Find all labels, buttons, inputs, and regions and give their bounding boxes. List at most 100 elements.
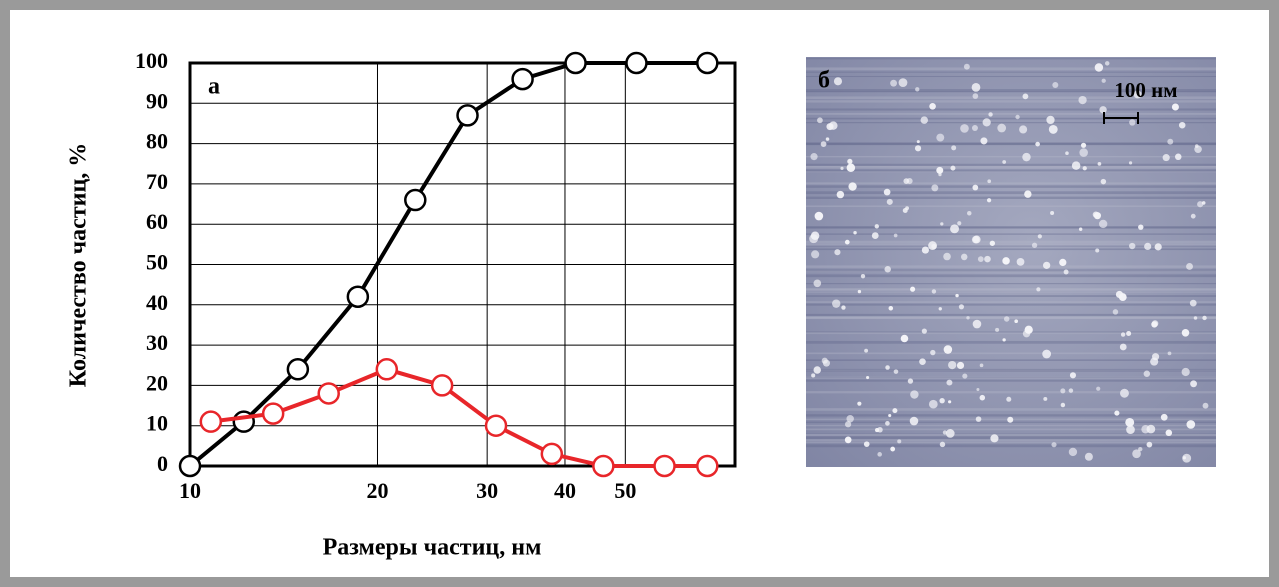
scan-line	[806, 269, 1216, 272]
particle	[1181, 329, 1190, 337]
scan-line	[806, 245, 1216, 247]
scan-line	[806, 171, 1216, 173]
particle	[813, 279, 822, 288]
particle	[936, 166, 944, 174]
particle	[945, 429, 955, 438]
particle	[960, 124, 969, 133]
particle	[1096, 386, 1101, 391]
particle	[1031, 242, 1038, 248]
particle	[860, 273, 866, 279]
scan-line	[806, 269, 1216, 273]
particle	[986, 198, 992, 203]
particle	[875, 428, 880, 433]
scan-line	[806, 58, 1216, 60]
scan-line	[806, 352, 1216, 355]
scan-line	[806, 391, 1216, 394]
scan-line	[806, 75, 1216, 78]
y-tick-label: 0	[157, 451, 168, 476]
particle	[890, 79, 898, 87]
particle	[1079, 148, 1088, 157]
data-point	[540, 442, 564, 466]
particle	[821, 357, 828, 364]
scan-line	[806, 142, 1216, 146]
scan-line	[806, 444, 1216, 448]
particle	[1097, 162, 1102, 166]
particle	[864, 348, 869, 353]
scan-line	[806, 428, 1216, 431]
particle	[1151, 321, 1158, 328]
data-point	[592, 454, 615, 478]
particle	[1003, 316, 1010, 322]
particle	[951, 145, 957, 151]
scan-line	[806, 433, 1216, 437]
particle	[1132, 449, 1141, 459]
data-point	[653, 454, 676, 478]
data-point	[199, 410, 223, 433]
particle	[1186, 420, 1196, 429]
particle	[1167, 351, 1172, 356]
particle	[1016, 257, 1025, 266]
particle	[893, 369, 899, 374]
scan-line	[806, 303, 1216, 306]
data-point	[564, 51, 587, 75]
scan-line	[806, 143, 1216, 145]
particle	[946, 379, 953, 386]
scan-line	[806, 196, 1216, 199]
scan-line	[806, 243, 1216, 246]
particle	[1150, 357, 1159, 366]
particle	[921, 328, 927, 334]
particle	[885, 365, 890, 370]
y-axis-label: Количество частиц, %	[66, 143, 92, 388]
particle	[1078, 227, 1083, 231]
particle	[990, 434, 999, 443]
scan-line	[806, 67, 1216, 71]
y-tick-label: 50	[146, 250, 168, 275]
particle	[1022, 93, 1029, 100]
particle	[846, 163, 856, 172]
particle	[844, 239, 850, 245]
particle	[833, 77, 843, 86]
particle	[920, 116, 929, 124]
particle	[910, 286, 916, 292]
particle	[948, 360, 957, 370]
particle	[814, 211, 824, 221]
particle	[967, 210, 972, 216]
particle	[975, 416, 982, 422]
scan-line	[806, 441, 1216, 444]
x-tick-label: 20	[366, 478, 388, 503]
particle	[1189, 299, 1197, 307]
scan-line	[806, 359, 1216, 361]
series-line	[210, 367, 708, 468]
particle	[905, 206, 909, 211]
particle	[1104, 61, 1110, 66]
particle	[931, 289, 937, 294]
scan-line	[806, 368, 1216, 372]
scan-line	[806, 248, 1216, 251]
particle	[1098, 219, 1108, 229]
particle	[841, 305, 846, 310]
y-tick-label: 40	[146, 290, 168, 315]
particle	[892, 408, 898, 414]
particle	[1201, 201, 1206, 205]
data-point	[696, 454, 719, 478]
particle	[844, 421, 852, 428]
particle	[832, 299, 841, 308]
particle	[890, 446, 896, 452]
x-axis-label: Размеры частиц, нм	[323, 535, 542, 561]
particle	[1165, 429, 1173, 437]
particle	[1126, 425, 1135, 434]
scan-line	[806, 288, 1216, 291]
particle	[840, 166, 844, 170]
chart: 0 10 20 30 40 50 60 70 80 90 100 10 20 30 40 50	[135, 48, 737, 503]
particle	[1143, 370, 1151, 377]
particle	[1138, 446, 1143, 452]
particle	[1036, 287, 1041, 292]
particle	[1019, 125, 1028, 134]
particle	[979, 363, 984, 368]
particle	[972, 235, 981, 244]
scan-line	[806, 117, 1216, 120]
particle	[884, 266, 891, 273]
particle	[1080, 142, 1087, 148]
particle	[1007, 416, 1014, 423]
scan-line	[806, 166, 1216, 169]
